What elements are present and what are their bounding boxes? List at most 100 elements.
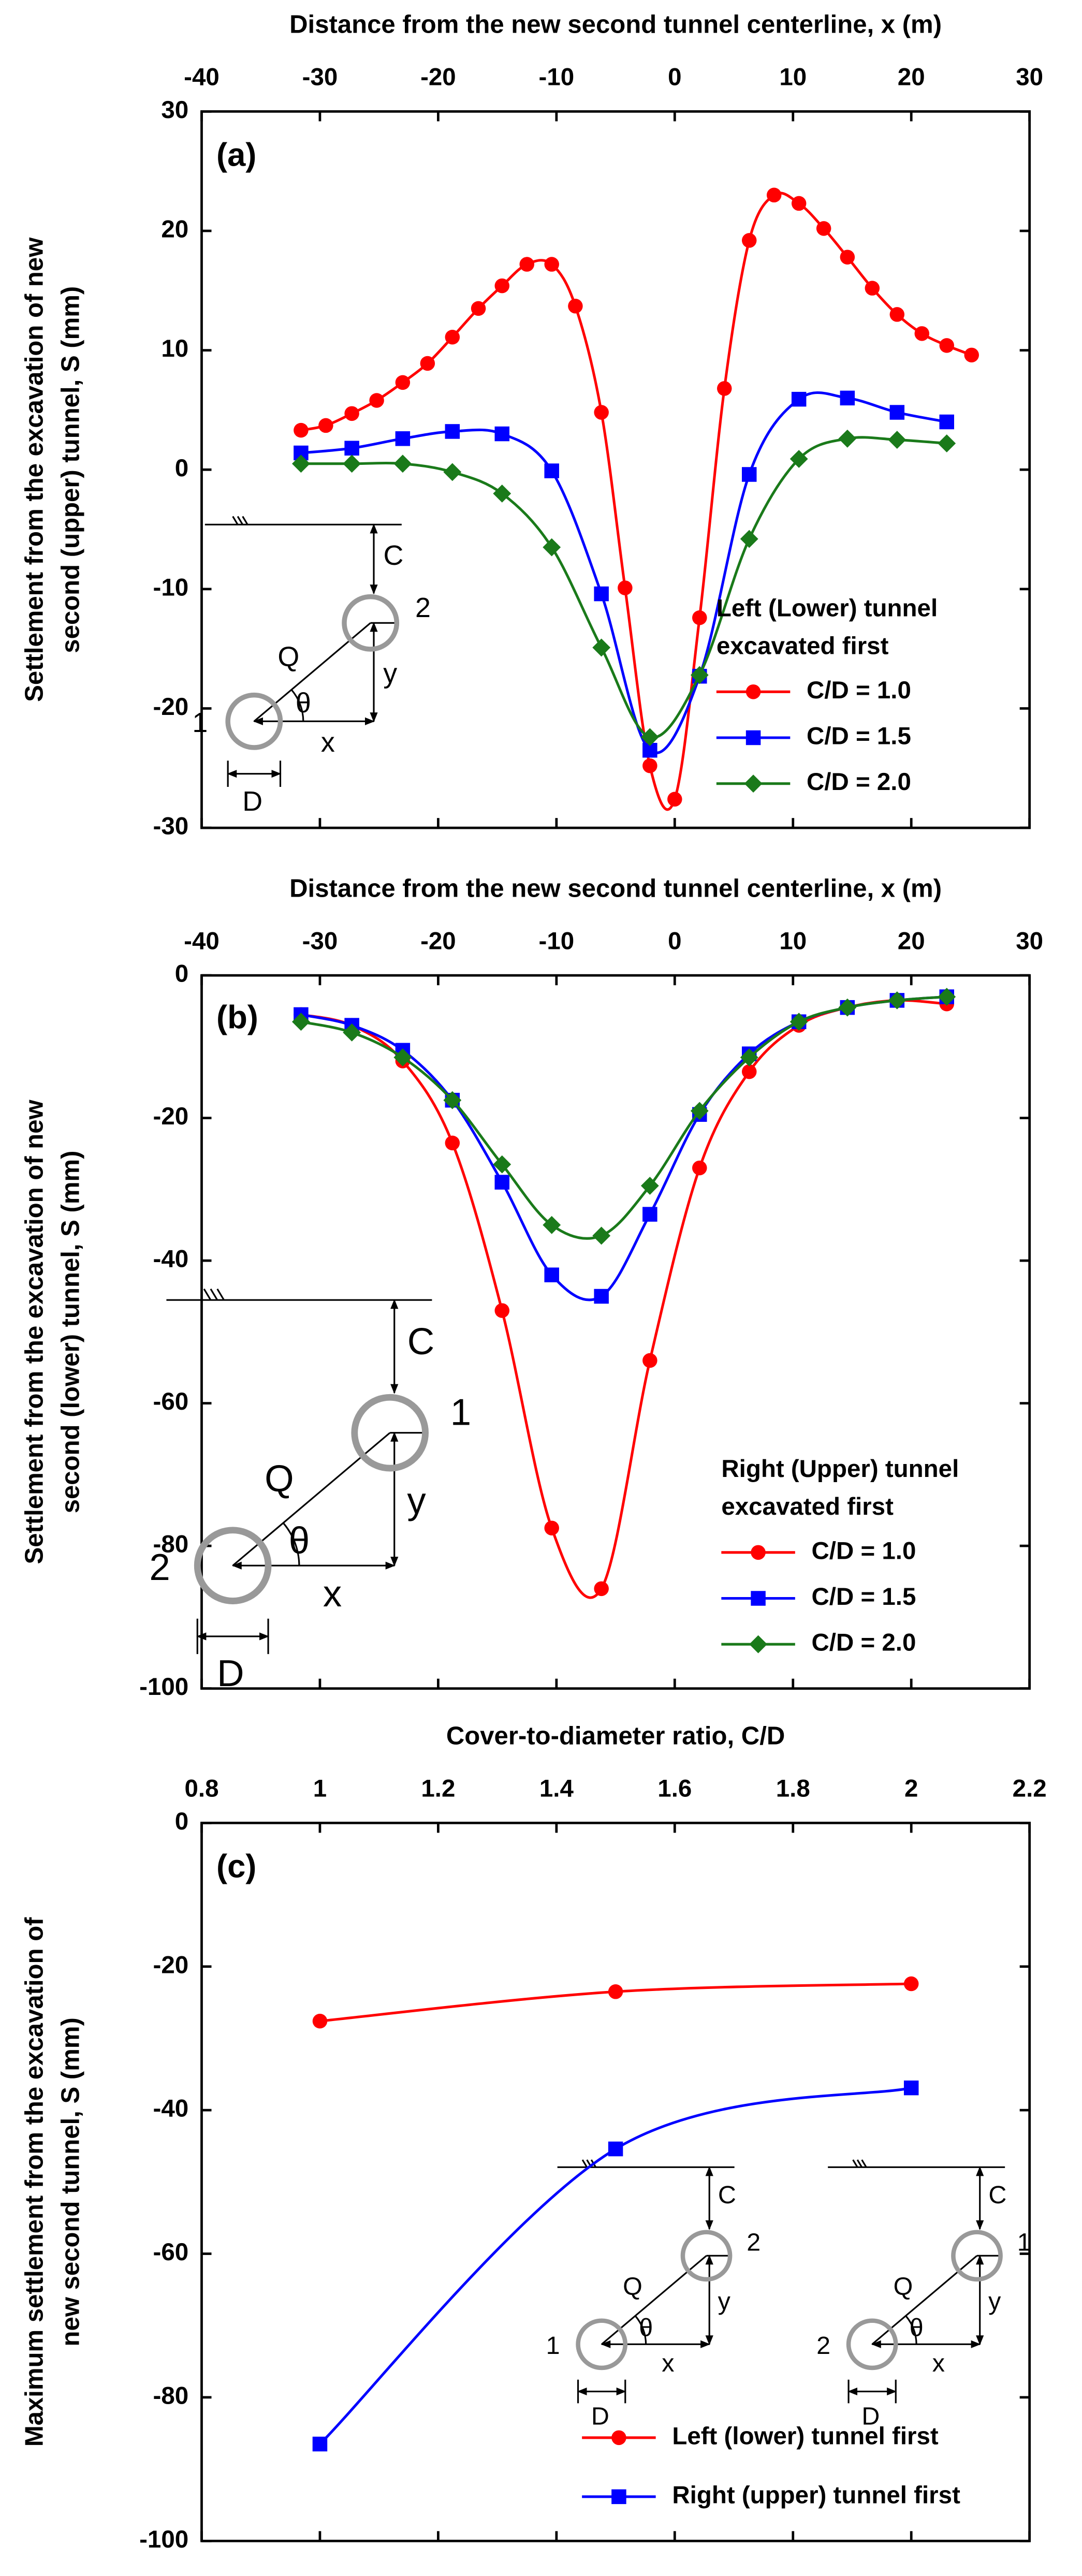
marker xyxy=(312,2013,328,2029)
inset-label: 1 xyxy=(546,2332,560,2360)
inset-label: C xyxy=(718,2181,736,2209)
marker xyxy=(443,463,462,481)
legend-label: C/D = 2.0 xyxy=(811,1629,916,1657)
y-axis-title: Settlement from the excavation of new xyxy=(21,237,49,702)
marker xyxy=(640,728,659,747)
marker xyxy=(494,426,510,442)
inset-label: 2 xyxy=(149,1546,170,1588)
marker xyxy=(939,338,954,353)
tunnel xyxy=(680,2230,733,2282)
marker xyxy=(749,1635,767,1653)
inset-label: y xyxy=(407,1480,426,1522)
inset-label: y xyxy=(988,2287,1001,2315)
marker xyxy=(939,414,954,430)
marker xyxy=(445,424,460,439)
x-tick-label: -30 xyxy=(302,927,338,955)
marker xyxy=(420,356,435,371)
inset-label: θ xyxy=(639,2314,653,2342)
x-axis-title: Cover-to-diameter ratio, C/D xyxy=(446,1722,785,1750)
x-tick-label: -30 xyxy=(302,64,338,91)
marker xyxy=(692,610,707,625)
ground-hatch xyxy=(216,1288,225,1300)
marker xyxy=(608,1984,623,1999)
x-tick-label: 1.8 xyxy=(776,1775,810,1803)
inset-label: Q xyxy=(277,641,299,672)
marker xyxy=(741,233,757,248)
marker xyxy=(594,586,609,602)
ground-hatch xyxy=(242,516,248,525)
inset-label: D xyxy=(861,2403,880,2431)
marker xyxy=(618,580,633,595)
legend-label: C/D = 1.5 xyxy=(807,723,911,750)
marker xyxy=(611,2489,626,2505)
legend-title: Left (Lower) tunnel xyxy=(717,595,938,622)
marker xyxy=(692,1160,707,1176)
inset-label: 2 xyxy=(816,2332,830,2360)
marker xyxy=(494,1303,510,1318)
marker xyxy=(291,1013,310,1031)
marker xyxy=(741,467,757,482)
marker xyxy=(791,196,807,211)
x-tick-label: 1.2 xyxy=(421,1775,455,1803)
ground-hatch xyxy=(852,2159,858,2168)
marker xyxy=(745,684,761,699)
legend-label: C/D = 1.5 xyxy=(811,1583,916,1611)
legend-title: Right (Upper) tunnel xyxy=(721,1455,959,1483)
marker xyxy=(395,375,411,390)
y-tick-label: -60 xyxy=(153,1388,189,1415)
marker xyxy=(888,431,906,449)
marker xyxy=(312,2436,328,2452)
marker xyxy=(471,301,486,316)
inset-label: 1 xyxy=(450,1392,471,1433)
x-axis-title: Distance from the new second tunnel cent… xyxy=(289,11,942,39)
marker xyxy=(888,991,906,1009)
inset-label: x xyxy=(662,2349,674,2377)
inset-label: 1 xyxy=(192,707,208,738)
marker xyxy=(369,393,384,408)
marker xyxy=(318,418,333,433)
tunnel xyxy=(225,692,283,750)
y-tick-label: -40 xyxy=(153,2095,189,2123)
inset-label: C xyxy=(407,1321,434,1363)
tunnel xyxy=(194,1527,272,1604)
marker xyxy=(568,299,583,314)
legend-title: excavated first xyxy=(717,632,889,660)
plot-frame xyxy=(200,974,1031,1690)
marker xyxy=(445,329,460,345)
marker xyxy=(493,484,511,503)
y-tick-label: 20 xyxy=(161,216,188,243)
x-tick-label: -40 xyxy=(184,64,220,91)
ground-hatch xyxy=(203,1288,212,1300)
x-tick-label: 0 xyxy=(668,64,681,91)
marker xyxy=(594,1581,609,1597)
inset-label: Q xyxy=(623,2273,642,2301)
marker xyxy=(938,434,956,452)
inset-label: 2 xyxy=(415,592,431,623)
marker xyxy=(745,730,761,745)
y-tick-label: -40 xyxy=(153,1246,189,1273)
y-tick-label: -80 xyxy=(153,1531,189,1558)
panel-label: (c) xyxy=(216,1849,256,1885)
series-line xyxy=(300,995,947,1301)
x-tick-label: -20 xyxy=(420,927,456,955)
y-tick-label: -20 xyxy=(153,693,189,721)
marker xyxy=(294,422,309,438)
marker xyxy=(914,326,930,341)
q-line xyxy=(232,1432,391,1567)
y-tick-label: -100 xyxy=(139,2526,188,2553)
x-tick-label: -40 xyxy=(184,927,220,955)
marker xyxy=(494,1175,510,1190)
marker xyxy=(543,1216,561,1234)
x-tick-label: 2.2 xyxy=(1013,1775,1047,1803)
marker xyxy=(838,998,857,1017)
plot-frame xyxy=(200,1821,1031,2542)
marker xyxy=(766,187,782,203)
x-tick-label: 20 xyxy=(898,64,925,91)
y-tick-label: 0 xyxy=(175,960,188,988)
x-tick-label: 30 xyxy=(1016,927,1043,955)
panel-label: (a) xyxy=(216,137,256,173)
marker xyxy=(544,1267,559,1282)
x-tick-label: 0.8 xyxy=(184,1775,218,1803)
legend-title: excavated first xyxy=(721,1493,894,1520)
marker xyxy=(543,538,561,557)
